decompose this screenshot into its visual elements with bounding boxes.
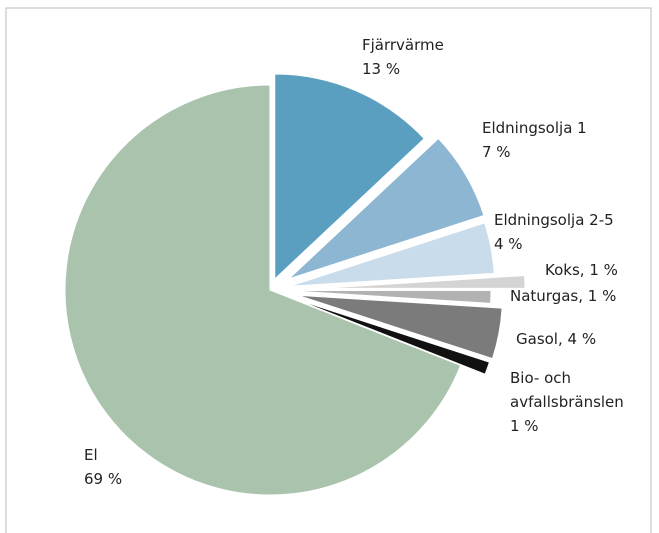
slice-label: Gasol, 4 % [516, 330, 596, 348]
value-label: 69 % [84, 470, 122, 488]
category-label: Gasol [516, 330, 558, 348]
value-label: 4 % [568, 330, 597, 348]
pie-slice [294, 298, 491, 375]
pie-slice [288, 137, 485, 280]
value-label: 1 % [589, 261, 618, 279]
value-label: 7 % [482, 143, 511, 161]
category-label: Fjärrvärme [362, 36, 444, 54]
category-label: Koks [545, 261, 580, 279]
category-label: Naturgas [510, 287, 578, 305]
label-separator: , [580, 261, 590, 279]
slice-label: Naturgas, 1 % [510, 287, 616, 305]
pie-slice [285, 290, 492, 304]
slice-label: Eldningsolja 1 7 % [482, 119, 587, 161]
category-label: El [84, 446, 98, 464]
slice-label: Koks, 1 % [545, 261, 618, 279]
frame [5, 7, 652, 533]
slice-label: Bio- och avfallsbränslen 1 % [510, 369, 624, 435]
pie-slice [274, 73, 425, 281]
label-separator: , [558, 330, 568, 348]
value-label: 1 % [510, 417, 539, 435]
pie-slice [64, 84, 462, 496]
label-separator: , [578, 287, 588, 305]
pie-slice [297, 294, 503, 360]
value-label: 4 % [494, 235, 523, 253]
slice-label: Fjärrvärme 13 % [362, 36, 444, 78]
value-label: 1 % [588, 287, 617, 305]
slice-label: Eldningsolja 2-5 4 % [494, 211, 614, 253]
category-label: Bio- och avfallsbränslen [510, 369, 624, 411]
pie-slice [289, 222, 495, 287]
slice-label: El 69 % [84, 446, 122, 488]
category-line: Bio- och [510, 369, 571, 387]
category-line: avfallsbränslen [510, 393, 624, 411]
category-label: Eldningsolja 2-5 [494, 211, 614, 229]
category-label: Eldningsolja 1 [482, 119, 587, 137]
value-label: 13 % [362, 60, 400, 78]
pie-slice [319, 275, 526, 289]
